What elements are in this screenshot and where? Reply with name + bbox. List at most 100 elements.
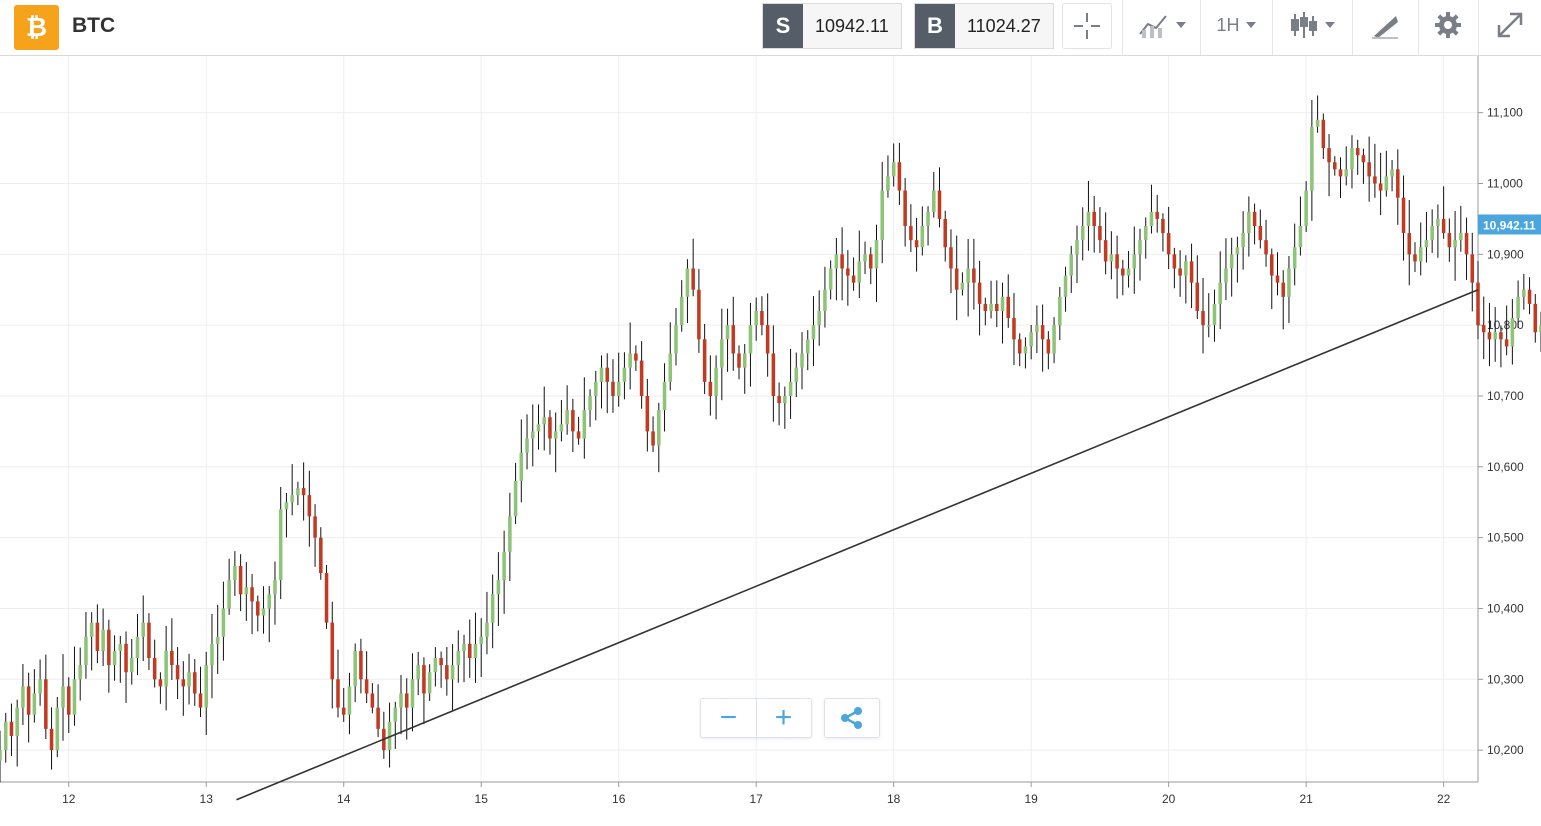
candle-body: [1373, 176, 1377, 184]
y-tick-label: 11,100: [1487, 106, 1523, 120]
candle-body: [954, 268, 959, 290]
candle-body: [1527, 289, 1532, 304]
candle-body: [1264, 240, 1268, 255]
candle-body: [765, 325, 770, 354]
last-price-tag: [1478, 214, 1541, 235]
zoom-out-button[interactable]: −: [702, 699, 757, 737]
x-tick-label: 12: [62, 792, 76, 806]
candle-body: [880, 190, 884, 241]
buy-button[interactable]: B 11024.27: [914, 3, 1054, 49]
candle-body: [983, 303, 988, 311]
candle-body: [931, 190, 936, 212]
x-tick-label: 16: [612, 792, 626, 806]
candle-body: [1006, 296, 1011, 319]
candle-body: [674, 325, 678, 354]
drawing-button[interactable]: [1360, 3, 1410, 47]
candle-body: [788, 381, 793, 396]
candle-body: [697, 289, 701, 340]
crosshair-icon: [1074, 13, 1100, 39]
buy-price: 11024.27: [967, 15, 1041, 36]
candle-body: [800, 353, 804, 368]
candle-body: [995, 303, 999, 311]
candle-body: [611, 381, 615, 396]
candle-body: [21, 686, 25, 708]
sell-button[interactable]: S 10942.11: [762, 3, 902, 49]
candle-body: [1143, 225, 1148, 241]
x-tick-label: 17: [750, 792, 764, 806]
candle-body: [536, 424, 541, 432]
candle-body: [1201, 310, 1205, 326]
candle-body: [439, 658, 443, 666]
x-tick-label: 19: [1024, 792, 1038, 806]
candle-body: [364, 679, 369, 694]
candle-body: [651, 431, 655, 446]
candle-body: [794, 367, 799, 382]
candle-body: [1206, 325, 1211, 327]
candle-body: [662, 381, 667, 411]
candle-body: [742, 353, 747, 368]
candle-body: [1441, 218, 1446, 234]
candle-body: [296, 488, 300, 496]
candle-body: [1161, 218, 1165, 234]
y-tick-label: 10,700: [1487, 389, 1524, 403]
settings-button[interactable]: [1424, 3, 1472, 47]
last-price-label: 10,942.11: [1483, 218, 1536, 232]
candle-body: [714, 367, 718, 396]
candle-body: [1378, 183, 1383, 191]
candle-body: [1069, 254, 1074, 276]
share-button[interactable]: [824, 698, 880, 738]
candle-body: [267, 594, 272, 609]
candle-body: [1115, 254, 1119, 269]
candle-body: [926, 211, 930, 226]
candle-body: [1092, 211, 1096, 226]
candle-body: [261, 608, 266, 616]
candle-body: [914, 240, 919, 248]
y-tick-label: 11,000: [1487, 176, 1523, 190]
candle-body: [485, 622, 489, 637]
candle-body: [1413, 254, 1417, 262]
candle-body: [55, 707, 60, 751]
candle-body: [783, 395, 787, 404]
interval-label: 1H: [1216, 14, 1240, 35]
candle-body: [874, 240, 879, 269]
x-tick-label: 22: [1437, 792, 1451, 806]
candle-body: [450, 665, 455, 680]
y-tick-label: 10,800: [1487, 318, 1524, 332]
candles-button[interactable]: [1280, 3, 1344, 47]
candle-body: [410, 679, 415, 708]
candle-body: [427, 672, 432, 694]
candle-body: [158, 679, 163, 687]
candle-body: [1172, 254, 1177, 269]
candle-body: [393, 707, 398, 722]
fullscreen-button[interactable]: [1486, 3, 1534, 47]
candle-body: [811, 325, 816, 340]
candle-body: [9, 721, 14, 736]
candle-body: [359, 650, 363, 680]
candle-body: [1533, 303, 1538, 333]
candle-body: [210, 643, 214, 666]
candle-body: [1470, 254, 1475, 283]
interval-dropdown[interactable]: 1H: [1208, 3, 1264, 47]
candle-body: [456, 650, 461, 666]
candle-body: [1476, 282, 1480, 326]
candle-body: [548, 417, 552, 439]
candle-body: [1109, 254, 1114, 262]
candle-body: [49, 728, 54, 751]
candle-body: [1012, 318, 1016, 340]
crosshair-button[interactable]: [1062, 3, 1112, 49]
candle-body: [404, 693, 409, 708]
candle-body: [594, 381, 598, 396]
chart-area[interactable]: 10,200 10,300 10,400 10,500 10,600 10,700 10,8…: [0, 56, 1541, 821]
zoom-in-button[interactable]: +: [774, 701, 793, 734]
bitcoin-logo-icon: ₿: [14, 5, 59, 50]
candle-body: [1063, 275, 1068, 297]
candle-body: [227, 580, 231, 609]
candle-body: [1035, 325, 1039, 333]
chart-type-button[interactable]: [1132, 3, 1192, 47]
candle-body: [164, 650, 168, 687]
candle-body: [44, 679, 48, 729]
candlestick-chart[interactable]: 10,200 10,300 10,400 10,500 10,600 10,700 10,8…: [0, 56, 1541, 821]
candle-body: [691, 268, 695, 290]
candle-body: [1275, 275, 1280, 283]
candle-body: [1241, 233, 1245, 248]
